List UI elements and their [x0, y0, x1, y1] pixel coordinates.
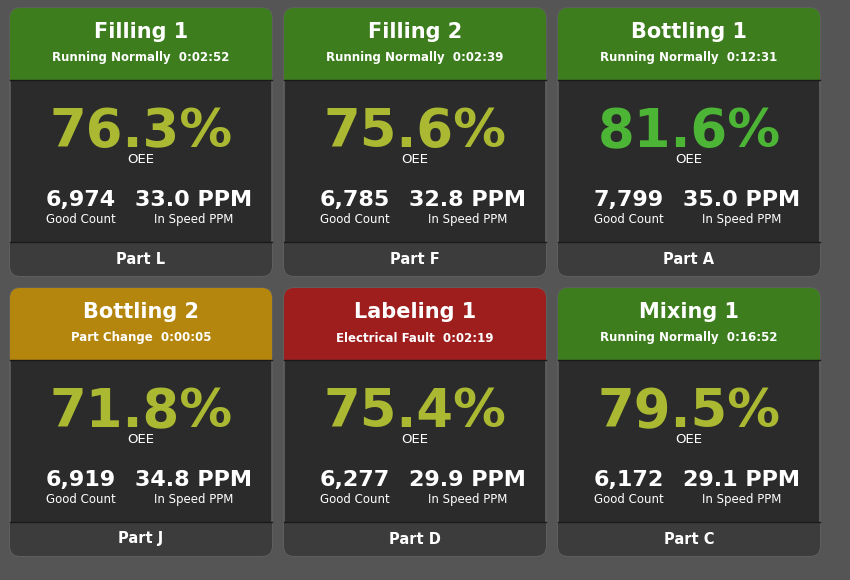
Text: Running Normally  0:02:52: Running Normally 0:02:52 [53, 52, 230, 64]
FancyBboxPatch shape [284, 288, 546, 556]
FancyBboxPatch shape [10, 288, 272, 360]
FancyBboxPatch shape [558, 8, 820, 276]
FancyBboxPatch shape [558, 288, 820, 556]
Text: In Speed PPM: In Speed PPM [154, 213, 233, 226]
Text: 75.4%: 75.4% [324, 386, 507, 438]
FancyBboxPatch shape [10, 8, 272, 276]
Text: 71.8%: 71.8% [49, 386, 233, 438]
Text: Good Count: Good Count [594, 213, 664, 226]
Text: 35.0 PPM: 35.0 PPM [683, 190, 800, 210]
Text: 81.6%: 81.6% [598, 106, 780, 158]
Text: Good Count: Good Count [320, 494, 389, 506]
Text: Running Normally  0:02:39: Running Normally 0:02:39 [326, 52, 504, 64]
FancyBboxPatch shape [10, 8, 272, 80]
Text: Part Change  0:00:05: Part Change 0:00:05 [71, 332, 212, 345]
Bar [10, 242, 272, 252]
Text: 6,919: 6,919 [46, 470, 116, 490]
Text: 6,785: 6,785 [320, 190, 390, 210]
Text: 33.0 PPM: 33.0 PPM [135, 190, 252, 210]
Bar [10, 70, 272, 80]
Bar [284, 522, 546, 532]
Text: Part A: Part A [664, 252, 715, 266]
FancyBboxPatch shape [284, 8, 546, 276]
Text: Part J: Part J [118, 531, 163, 546]
Text: Good Count: Good Count [320, 213, 389, 226]
Bar [284, 70, 546, 80]
Text: Mixing 1: Mixing 1 [639, 302, 739, 322]
Text: Bottling 1: Bottling 1 [631, 22, 747, 42]
Text: Part L: Part L [116, 252, 166, 266]
Bar [10, 350, 272, 360]
FancyBboxPatch shape [284, 522, 546, 556]
Bar [10, 522, 272, 532]
Text: 6,277: 6,277 [320, 470, 390, 490]
Text: 29.1 PPM: 29.1 PPM [683, 470, 800, 490]
Text: In Speed PPM: In Speed PPM [154, 494, 233, 506]
FancyBboxPatch shape [558, 288, 820, 360]
FancyBboxPatch shape [10, 522, 272, 556]
FancyBboxPatch shape [558, 8, 820, 80]
Text: 6,172: 6,172 [593, 470, 664, 490]
FancyBboxPatch shape [558, 522, 820, 556]
Text: Filling 2: Filling 2 [368, 22, 462, 42]
Text: OEE: OEE [401, 153, 428, 166]
Text: Part F: Part F [390, 252, 439, 266]
Text: Running Normally  0:12:31: Running Normally 0:12:31 [600, 52, 778, 64]
Text: In Speed PPM: In Speed PPM [428, 213, 507, 226]
Text: In Speed PPM: In Speed PPM [428, 494, 507, 506]
Bar [558, 522, 820, 532]
Text: In Speed PPM: In Speed PPM [702, 213, 781, 226]
Text: 32.8 PPM: 32.8 PPM [409, 190, 526, 210]
Text: 34.8 PPM: 34.8 PPM [135, 470, 252, 490]
Text: Good Count: Good Count [46, 494, 116, 506]
Text: OEE: OEE [128, 153, 155, 166]
FancyBboxPatch shape [10, 242, 272, 276]
Text: OEE: OEE [401, 433, 428, 447]
FancyBboxPatch shape [284, 288, 546, 360]
Text: In Speed PPM: In Speed PPM [702, 494, 781, 506]
Bar [558, 242, 820, 252]
Text: Part D: Part D [389, 531, 441, 546]
Text: OEE: OEE [676, 433, 702, 447]
Bar [284, 242, 546, 252]
Text: 6,974: 6,974 [46, 190, 116, 210]
FancyBboxPatch shape [10, 288, 272, 556]
FancyBboxPatch shape [284, 242, 546, 276]
Text: 75.6%: 75.6% [324, 106, 507, 158]
Text: 79.5%: 79.5% [598, 386, 780, 438]
Bar [284, 350, 546, 360]
Text: 76.3%: 76.3% [49, 106, 233, 158]
Text: OEE: OEE [676, 153, 702, 166]
Text: Labeling 1: Labeling 1 [354, 302, 476, 322]
Text: Running Normally  0:16:52: Running Normally 0:16:52 [600, 332, 778, 345]
Text: 29.9 PPM: 29.9 PPM [409, 470, 526, 490]
Text: Good Count: Good Count [46, 213, 116, 226]
FancyBboxPatch shape [558, 242, 820, 276]
Text: Good Count: Good Count [594, 494, 664, 506]
Text: Electrical Fault  0:02:19: Electrical Fault 0:02:19 [337, 332, 494, 345]
FancyBboxPatch shape [284, 8, 546, 80]
Text: 7,799: 7,799 [593, 190, 664, 210]
Text: Filling 1: Filling 1 [94, 22, 188, 42]
Text: Bottling 2: Bottling 2 [83, 302, 199, 322]
Bar [558, 70, 820, 80]
Text: OEE: OEE [128, 433, 155, 447]
Bar [558, 350, 820, 360]
Text: Part C: Part C [664, 531, 714, 546]
